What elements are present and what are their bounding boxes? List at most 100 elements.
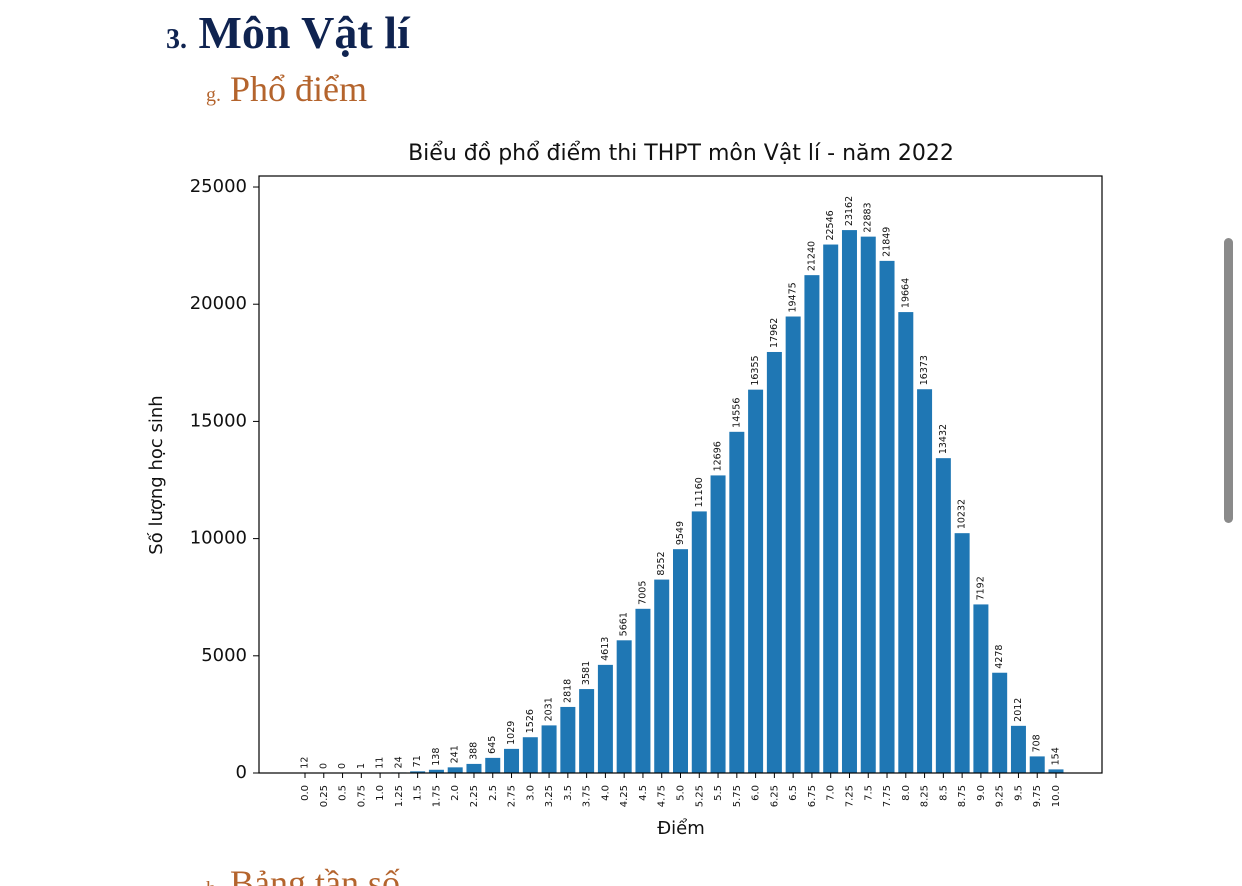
x-tick-label: 1.5 bbox=[413, 785, 424, 801]
bar bbox=[898, 312, 914, 773]
x-tick-label: 3.25 bbox=[544, 785, 555, 807]
subheading-number: g. bbox=[206, 84, 221, 106]
data-label: 1029 bbox=[506, 721, 517, 745]
y-tick-label: 10000 bbox=[190, 528, 247, 549]
data-label: 8252 bbox=[656, 551, 667, 575]
x-tick-label: 7.75 bbox=[882, 785, 893, 807]
bar bbox=[748, 389, 764, 773]
x-tick-label: 1.75 bbox=[431, 785, 442, 807]
data-label: 708 bbox=[1032, 734, 1043, 752]
data-label: 19475 bbox=[788, 282, 799, 312]
x-tick-label: 4.75 bbox=[657, 785, 668, 807]
y-tick-label: 5000 bbox=[201, 645, 247, 666]
x-tick-label: 0.75 bbox=[356, 785, 367, 807]
data-label: 138 bbox=[431, 748, 442, 766]
chart-title: Biểu đồ phổ điểm thi THPT môn Vật lí - n… bbox=[408, 141, 954, 166]
data-label: 16355 bbox=[750, 355, 761, 385]
x-tick-label: 0.0 bbox=[300, 785, 311, 801]
data-label: 19664 bbox=[900, 278, 911, 308]
data-label: 17962 bbox=[769, 318, 780, 348]
data-label: 11160 bbox=[694, 477, 705, 507]
scrollbar[interactable] bbox=[1224, 238, 1233, 523]
heading-number: 3. bbox=[166, 24, 187, 55]
next-heading-number: h. bbox=[206, 878, 221, 886]
bar bbox=[935, 458, 951, 773]
x-tick-label: 8.0 bbox=[901, 785, 912, 801]
data-label: 0 bbox=[337, 763, 348, 769]
data-label: 9549 bbox=[675, 521, 686, 545]
data-label: 3581 bbox=[581, 661, 592, 685]
y-tick-label: 25000 bbox=[190, 176, 247, 197]
next-heading: h. Bảng tần số bbox=[206, 862, 400, 886]
bar bbox=[823, 244, 839, 774]
bar bbox=[579, 689, 595, 773]
data-label: 1 bbox=[356, 763, 367, 769]
y-tick-label: 0 bbox=[236, 762, 247, 783]
bar bbox=[654, 579, 670, 773]
bar bbox=[673, 549, 688, 773]
bar bbox=[541, 725, 557, 773]
bar bbox=[691, 511, 707, 773]
x-tick-label: 5.75 bbox=[732, 785, 743, 807]
data-label: 11 bbox=[375, 757, 386, 769]
bar bbox=[729, 431, 745, 773]
bar bbox=[917, 389, 933, 773]
x-tick-label: 4.0 bbox=[600, 785, 611, 801]
x-tick-label: 6.25 bbox=[769, 785, 780, 807]
data-label: 12 bbox=[300, 757, 311, 769]
bar bbox=[410, 771, 426, 773]
data-label: 4278 bbox=[994, 645, 1005, 669]
x-tick-label: 6.5 bbox=[788, 785, 799, 801]
data-label: 4613 bbox=[600, 637, 611, 661]
data-label: 12696 bbox=[713, 441, 724, 471]
x-tick-label: 2.0 bbox=[450, 785, 461, 801]
data-label: 21240 bbox=[806, 241, 817, 271]
bar bbox=[1048, 769, 1064, 773]
data-label: 24 bbox=[393, 756, 404, 768]
x-tick-label: 7.0 bbox=[826, 785, 837, 801]
data-label: 645 bbox=[487, 736, 498, 754]
x-tick-label: 8.5 bbox=[938, 785, 949, 801]
x-tick-label: 7.5 bbox=[863, 785, 874, 801]
bar bbox=[428, 769, 444, 773]
bar bbox=[710, 475, 726, 773]
bar bbox=[879, 260, 895, 773]
x-tick-label: 0.25 bbox=[319, 785, 330, 807]
y-tick-label: 20000 bbox=[190, 293, 247, 314]
x-tick-label: 5.5 bbox=[713, 785, 724, 801]
x-tick-label: 0.5 bbox=[338, 785, 349, 801]
section-heading: 3. Môn Vật lí bbox=[166, 6, 410, 59]
bar bbox=[1029, 756, 1045, 773]
heading-text: Môn Vật lí bbox=[198, 7, 410, 58]
data-label: 13432 bbox=[938, 424, 949, 454]
data-label: 241 bbox=[450, 745, 461, 763]
y-tick-label: 15000 bbox=[190, 410, 247, 431]
x-tick-label: 5.25 bbox=[694, 785, 705, 807]
subheading-text: Phổ điểm bbox=[230, 69, 368, 109]
x-tick-label: 3.0 bbox=[525, 785, 536, 801]
x-axis-label: Điểm bbox=[657, 818, 705, 839]
x-tick-label: 4.5 bbox=[638, 785, 649, 801]
data-label: 0 bbox=[318, 763, 329, 769]
x-tick-label: 1.0 bbox=[375, 785, 386, 801]
data-label: 23162 bbox=[844, 196, 855, 226]
x-tick-label: 6.0 bbox=[751, 785, 762, 801]
data-label: 2012 bbox=[1013, 698, 1024, 722]
bar bbox=[504, 748, 520, 773]
bar bbox=[616, 640, 632, 773]
y-axis-label: Số lượng học sinh bbox=[146, 395, 167, 554]
bar bbox=[597, 664, 613, 773]
data-label: 21849 bbox=[882, 227, 893, 257]
x-tick-label: 9.0 bbox=[976, 785, 987, 801]
bar bbox=[785, 316, 801, 773]
bar bbox=[973, 604, 989, 773]
bar bbox=[954, 533, 970, 773]
x-tick-label: 2.5 bbox=[488, 785, 499, 801]
data-label: 16373 bbox=[919, 355, 930, 385]
x-tick-label: 1.25 bbox=[394, 785, 405, 807]
data-label: 388 bbox=[468, 742, 479, 760]
next-heading-text: Bảng tần số bbox=[230, 863, 400, 886]
bar bbox=[522, 737, 538, 773]
x-tick-label: 2.75 bbox=[507, 785, 518, 807]
